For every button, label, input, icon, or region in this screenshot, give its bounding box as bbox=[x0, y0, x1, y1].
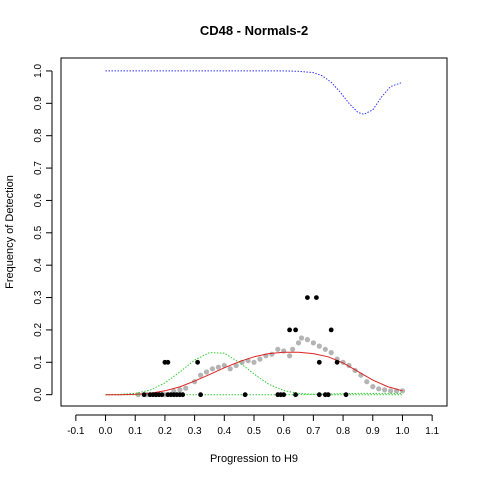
y-tick-label: 0.9 bbox=[33, 96, 44, 110]
x-tick-label: 0.2 bbox=[158, 426, 172, 437]
observed-point bbox=[325, 392, 331, 398]
smoothed-point bbox=[388, 388, 394, 394]
y-axis-label: Frequency of Detection bbox=[4, 175, 16, 289]
smoothed-point bbox=[251, 359, 257, 365]
x-tick-label: 0.5 bbox=[247, 426, 261, 437]
smoothed-point bbox=[382, 387, 388, 393]
smoothed-point bbox=[290, 346, 296, 352]
smoothed-point bbox=[257, 356, 263, 362]
smoothed-point bbox=[227, 366, 233, 372]
x-tick-label: 0.6 bbox=[277, 426, 291, 437]
y-tick-label: 0.6 bbox=[33, 193, 44, 207]
smoothed-point bbox=[209, 366, 215, 372]
y-tick-label: 0.8 bbox=[33, 128, 44, 142]
y-tick-label: 0.7 bbox=[33, 161, 44, 175]
smoothed-point bbox=[203, 369, 210, 375]
y-tick-label: 0.5 bbox=[33, 225, 44, 239]
component-2-line bbox=[105, 392, 403, 396]
x-tick-label: 0.9 bbox=[366, 426, 380, 437]
x-axis: -0.1 0.0 0.1 0.2 0.3 0.4 0.5 0.6 0.7 0.8 0.9 1.0 1.1 bbox=[67, 414, 440, 437]
smoothed-point bbox=[304, 337, 310, 343]
observed-point bbox=[159, 392, 165, 398]
smoothed-point bbox=[269, 351, 275, 357]
x-tick-label: 1.0 bbox=[396, 426, 410, 437]
chart-title: CD48 - Normals-2 bbox=[200, 23, 308, 38]
observed-point bbox=[198, 392, 204, 398]
observed-point bbox=[242, 392, 248, 398]
x-tick-label: -0.1 bbox=[67, 426, 85, 437]
plot-area bbox=[105, 70, 406, 398]
y-tick-label: 1.0 bbox=[33, 64, 44, 78]
smoothed-point bbox=[364, 379, 370, 385]
x-tick-label: 0.4 bbox=[217, 426, 231, 437]
observed-point bbox=[316, 359, 322, 365]
observed-point bbox=[195, 359, 201, 365]
observed-point bbox=[316, 392, 322, 398]
detection-probability-line bbox=[105, 70, 403, 115]
smoothed-point bbox=[215, 364, 221, 370]
smoothed-point bbox=[275, 346, 281, 352]
smoothed-point bbox=[310, 340, 316, 346]
observed-point bbox=[281, 392, 287, 398]
observed-point bbox=[287, 327, 292, 333]
observed-point bbox=[314, 295, 319, 300]
observed-point bbox=[334, 359, 340, 365]
smoothed-point bbox=[328, 350, 334, 356]
smoothed-point bbox=[287, 353, 293, 359]
observed-point bbox=[328, 327, 334, 333]
y-tick-label: 0.1 bbox=[33, 355, 44, 369]
observed-point bbox=[165, 359, 171, 365]
x-axis-label: Progression to H9 bbox=[210, 453, 298, 465]
smoothed-point bbox=[295, 340, 302, 346]
y-tick-label: 0.4 bbox=[33, 258, 44, 272]
smoothed-point bbox=[198, 372, 204, 378]
y-axis: 0.0 0.1 0.2 0.3 0.4 0.5 0.6 0.7 0.8 0.9 1.0 bbox=[33, 64, 53, 402]
smoothed-point bbox=[316, 343, 322, 349]
x-tick-label: 0.7 bbox=[306, 426, 320, 437]
observed-point bbox=[305, 295, 310, 300]
plot-frame bbox=[60, 57, 448, 407]
y-tick-label: 0.3 bbox=[33, 290, 44, 304]
observed-point bbox=[293, 327, 298, 333]
y-tick-label: 0.2 bbox=[33, 323, 44, 337]
observed-point bbox=[293, 392, 298, 398]
x-tick-label: 0.3 bbox=[188, 426, 202, 437]
smoothed-point bbox=[322, 346, 328, 352]
smoothed-point bbox=[233, 362, 239, 369]
x-tick-label: 0.8 bbox=[336, 426, 350, 437]
x-tick-label: 1.1 bbox=[425, 426, 439, 437]
component-1-line bbox=[105, 352, 403, 396]
smoothed-point bbox=[376, 386, 382, 392]
x-tick-label: 0.1 bbox=[128, 426, 142, 437]
y-tick-label: 0.0 bbox=[33, 387, 44, 401]
x-tick-label: 0.0 bbox=[99, 426, 113, 437]
smoothed-point bbox=[183, 385, 189, 391]
observed-point bbox=[343, 392, 349, 398]
smoothed-point bbox=[177, 387, 183, 393]
observed-point bbox=[141, 392, 147, 398]
observed-point bbox=[180, 392, 186, 398]
smoothed-point bbox=[298, 335, 305, 341]
smoothed-point bbox=[370, 384, 376, 390]
